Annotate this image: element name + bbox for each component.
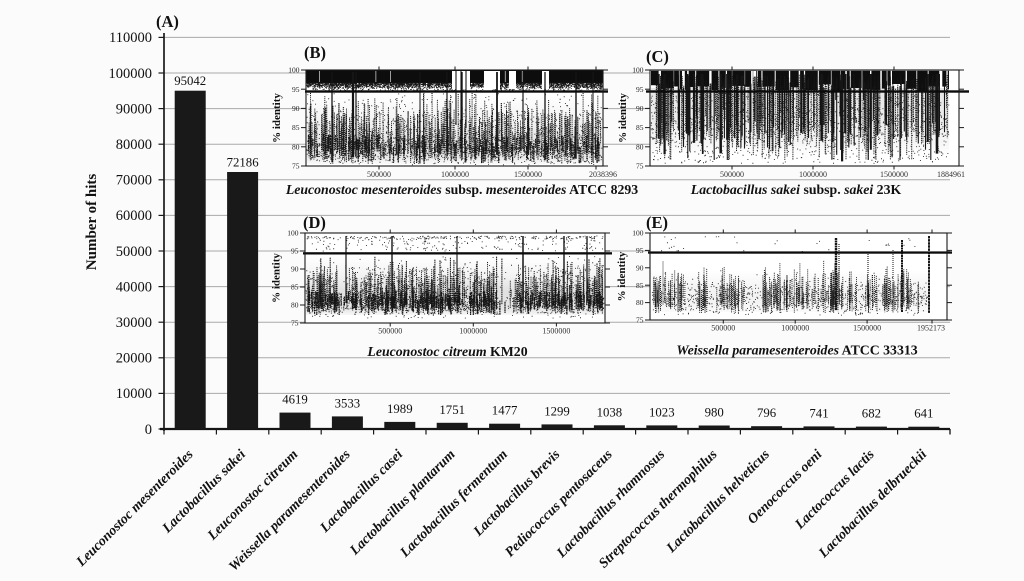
svg-text:Leuconostoc mesenteroides subs: Leuconostoc mesenteroides subsp. mesente… [285,182,638,197]
svg-text:100: 100 [287,229,299,238]
svg-text:796: 796 [757,406,777,420]
svg-text:110000: 110000 [109,30,152,46]
svg-text:90: 90 [291,265,299,274]
svg-text:(C): (C) [646,47,669,66]
svg-text:1952173: 1952173 [917,324,945,333]
svg-text:1989: 1989 [387,402,413,416]
svg-text:10000: 10000 [116,386,152,402]
svg-text:100: 100 [288,66,300,75]
svg-text:980: 980 [705,406,724,420]
svg-text:90000: 90000 [116,101,152,117]
svg-text:1038: 1038 [597,405,623,419]
svg-text:40000: 40000 [116,279,152,295]
svg-text:85: 85 [291,283,299,292]
svg-text:(A): (A) [156,12,179,31]
svg-text:100: 100 [632,66,644,75]
svg-text:500000: 500000 [720,170,744,179]
svg-text:90: 90 [636,263,644,272]
svg-text:(E): (E) [646,213,668,232]
svg-text:1500000: 1500000 [514,170,542,179]
svg-text:% identity: % identity [271,93,283,143]
svg-text:100000: 100000 [109,66,153,82]
svg-text:75: 75 [291,319,299,328]
svg-text:95042: 95042 [174,74,206,88]
svg-text:641: 641 [914,407,933,421]
svg-text:20000: 20000 [116,351,152,367]
svg-text:100: 100 [632,229,644,238]
svg-text:80: 80 [292,142,300,151]
svg-text:85: 85 [636,123,644,132]
svg-text:500000: 500000 [711,324,735,333]
svg-text:75: 75 [636,162,644,171]
svg-text:Leuconostoc citreum KM20: Leuconostoc citreum KM20 [366,344,527,359]
svg-text:30000: 30000 [116,315,152,331]
svg-text:95: 95 [292,85,300,94]
svg-text:80: 80 [636,142,644,151]
svg-text:1500000: 1500000 [542,327,570,336]
svg-text:682: 682 [862,407,881,421]
svg-text:500000: 500000 [378,327,402,336]
svg-text:1751: 1751 [439,403,465,417]
svg-text:741: 741 [809,406,828,420]
svg-text:50000: 50000 [116,244,152,260]
svg-text:60000: 60000 [116,208,152,224]
svg-text:1477: 1477 [492,404,518,418]
svg-text:1000000: 1000000 [799,170,827,179]
svg-text:90: 90 [292,104,300,113]
svg-text:Number of hits: Number of hits [84,174,100,271]
svg-text:1500000: 1500000 [853,324,881,333]
svg-text:95: 95 [291,247,299,256]
svg-text:1000000: 1000000 [459,327,487,336]
svg-text:% identity: % identity [271,253,283,303]
svg-text:80000: 80000 [116,137,152,153]
svg-text:0: 0 [145,422,152,438]
svg-text:3533: 3533 [335,396,361,410]
svg-text:1299: 1299 [544,404,570,418]
svg-text:72186: 72186 [227,156,260,170]
svg-text:75: 75 [636,316,644,325]
svg-text:75: 75 [292,162,300,171]
svg-text:80: 80 [291,301,299,310]
svg-text:500000: 500000 [367,170,391,179]
svg-text:90: 90 [636,104,644,113]
svg-text:1000000: 1000000 [781,324,809,333]
svg-text:% identity: % identity [617,93,629,143]
svg-text:Lactobacillus sakei subsp. sak: Lactobacillus sakei subsp. sakei 23K [690,182,902,197]
svg-text:85: 85 [636,281,644,290]
svg-text:95: 95 [636,85,644,94]
svg-text:(D): (D) [303,213,326,232]
svg-text:85: 85 [292,123,300,132]
svg-text:% identity: % identity [616,251,628,301]
svg-text:2038396: 2038396 [589,170,617,179]
svg-text:70000: 70000 [116,173,152,189]
svg-text:80: 80 [636,298,644,307]
svg-text:Weissella paramesenteroides AT: Weissella paramesenteroides ATCC 33313 [676,343,917,358]
svg-text:1884961: 1884961 [937,170,965,179]
svg-text:1000000: 1000000 [441,170,469,179]
svg-text:(B): (B) [304,43,326,62]
svg-text:1500000: 1500000 [880,170,908,179]
svg-text:1023: 1023 [649,405,675,419]
svg-text:4619: 4619 [282,393,308,407]
svg-text:95: 95 [636,246,644,255]
